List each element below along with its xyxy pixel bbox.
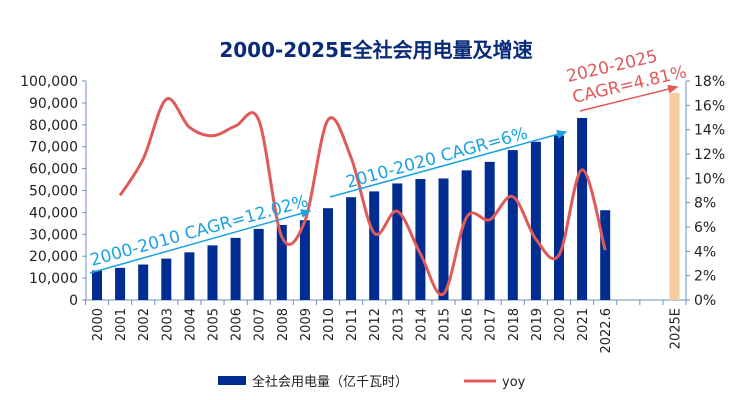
- bar: [184, 252, 195, 300]
- cagr-2010-2020-arrow: [329, 130, 568, 198]
- bar: [369, 191, 380, 300]
- legend: 全社会用电量（亿千瓦时） yoy: [218, 374, 526, 390]
- left-tick-label: 10,000: [29, 271, 78, 287]
- bar: [230, 237, 241, 300]
- x-tick-label: 2018: [507, 308, 522, 341]
- bar: [507, 150, 518, 300]
- x-tick-label: 2011: [345, 308, 360, 341]
- x-tick-label: 2004: [183, 308, 198, 341]
- x-tick-label: 2008: [276, 308, 291, 341]
- right-tick-label: 16%: [694, 98, 725, 114]
- x-tick-label: 2019: [530, 308, 545, 341]
- left-tick-label: 90,000: [29, 96, 78, 112]
- left-tick-label: 40,000: [29, 205, 78, 221]
- left-tick-label: 30,000: [29, 227, 78, 243]
- left-tick-label: 80,000: [29, 118, 78, 134]
- bar: [346, 197, 357, 300]
- x-tick-label: 2005: [207, 308, 222, 341]
- right-tick-label: 18%: [694, 74, 725, 90]
- left-tick-label: 20,000: [29, 249, 78, 265]
- left-tick-label: 100,000: [20, 74, 78, 90]
- bar: [92, 270, 102, 300]
- x-tick-label: 2022.6: [599, 308, 614, 354]
- x-tick-label: 2001: [114, 308, 129, 341]
- bar: [438, 178, 449, 300]
- right-tick-label: 0%: [694, 293, 716, 309]
- bar: [138, 264, 149, 300]
- bar: [461, 170, 472, 300]
- right-tick-label: 4%: [694, 244, 716, 260]
- bar: [415, 179, 426, 300]
- x-tick-label: 2016: [461, 308, 476, 341]
- x-tick-label: 2010: [322, 308, 337, 341]
- right-tick-label: 14%: [694, 123, 725, 139]
- x-tick-label: 2017: [484, 308, 499, 341]
- left-tick-label: 70,000: [29, 140, 78, 156]
- x-tick-label: 2020: [553, 308, 568, 341]
- chart-title: 2000-2025E全社会用电量及增速: [219, 38, 532, 62]
- bar: [207, 245, 218, 300]
- left-tick-label: 50,000: [29, 184, 78, 200]
- x-tick-label: 2006: [230, 308, 245, 341]
- cagr-2000-2010-arrow: [89, 209, 312, 274]
- bar: [323, 208, 333, 300]
- x-tick-label: 2014: [414, 308, 429, 341]
- bar: [161, 258, 172, 300]
- right-tick-label: 8%: [694, 196, 716, 212]
- x-tick-label: 2003: [160, 308, 175, 341]
- right-tick-label: 2%: [694, 269, 716, 285]
- left-tick-label: 0: [69, 293, 78, 309]
- bar: [392, 183, 403, 300]
- bar: [530, 141, 541, 300]
- bar: [115, 267, 126, 300]
- forecast-bar: [669, 93, 680, 300]
- legend-bar-swatch: [218, 376, 246, 385]
- x-tick-label: 2002: [137, 308, 152, 341]
- x-tick-label: 2025E: [669, 308, 684, 349]
- x-tick-label: 2009: [299, 308, 314, 341]
- legend-line-label: yoy: [502, 375, 526, 390]
- x-tick-label: 2000: [91, 308, 106, 341]
- bar: [600, 210, 611, 300]
- x-tick-label: 2012: [368, 308, 383, 341]
- bar: [276, 224, 287, 300]
- bar: [577, 117, 588, 300]
- right-tick-label: 12%: [694, 147, 725, 163]
- bar: [253, 228, 264, 300]
- bar: [484, 161, 495, 300]
- x-tick-label: 2021: [576, 308, 591, 341]
- x-tick-label: 2015: [438, 308, 453, 341]
- right-tick-label: 10%: [694, 171, 725, 187]
- bar: [299, 220, 310, 300]
- legend-bar-label: 全社会用电量（亿千瓦时）: [252, 374, 408, 390]
- yoy-line: [118, 97, 607, 297]
- bar: [554, 135, 564, 300]
- cagr-2020-2025-arrow: [579, 84, 679, 112]
- x-tick-label: 2013: [391, 308, 406, 341]
- cagr-2010-2020-label: 2010-2020 CAGR=6%: [344, 123, 530, 192]
- right-tick-label: 6%: [694, 220, 716, 236]
- left-tick-label: 60,000: [29, 162, 78, 178]
- x-tick-label: 2007: [253, 308, 268, 341]
